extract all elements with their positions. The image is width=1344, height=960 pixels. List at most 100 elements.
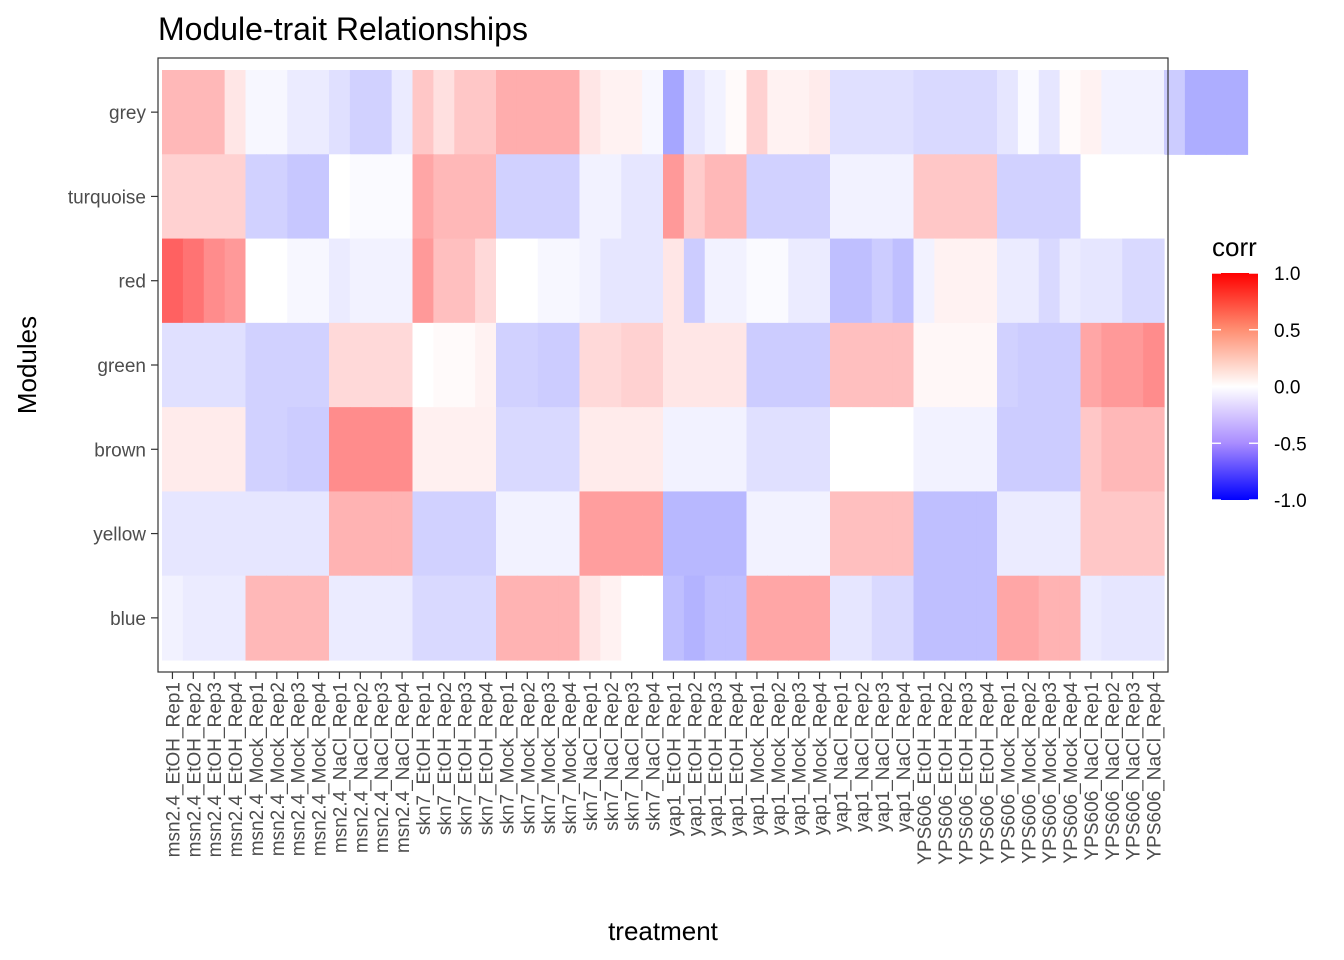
heatmap-cell	[287, 575, 309, 661]
heatmap-cell	[809, 575, 831, 661]
x-tick-label: skn7_Mock_Rep2	[518, 682, 539, 834]
heatmap-cell	[1101, 70, 1123, 155]
x-tick-label: skn7_NaCl_Rep3	[623, 682, 644, 831]
heatmap-cell	[475, 491, 497, 577]
heatmap-cell	[349, 407, 372, 493]
legend-label: 0.5	[1274, 321, 1300, 342]
heatmap-cell	[433, 70, 455, 155]
heatmap-cell	[621, 491, 643, 577]
heatmap-cell	[370, 322, 393, 408]
heatmap-cell	[370, 238, 393, 324]
y-tick-label: red	[119, 272, 146, 293]
heatmap-cell	[997, 322, 1019, 408]
heatmap-cell	[725, 407, 748, 493]
x-tick-label: msn2.4_EtOH_Rep4	[226, 682, 247, 858]
x-tick-label: msn2.4_Mock_Rep3	[289, 682, 310, 856]
heatmap-cell	[892, 70, 915, 155]
heatmap-cell	[182, 491, 205, 577]
x-axis-title: treatment	[608, 916, 719, 946]
heatmap-cell	[746, 322, 768, 408]
heatmap-cell	[496, 238, 518, 324]
heatmap-cell	[809, 322, 831, 408]
heatmap-cell	[349, 154, 372, 240]
y-tick-label: brown	[94, 440, 146, 461]
heatmap-cell	[663, 154, 685, 240]
heatmap-cell	[1059, 407, 1082, 493]
heatmap-cell	[1122, 322, 1144, 408]
heatmap-cell	[642, 407, 664, 493]
x-tick-label: msn2.4_Mock_Rep1	[247, 682, 268, 856]
heatmap-cell	[224, 238, 247, 324]
heatmap-cell	[913, 322, 935, 408]
heatmap-cell	[370, 154, 393, 240]
heatmap-cell	[788, 322, 810, 408]
heatmap-cell	[516, 154, 539, 240]
heatmap-cell	[162, 491, 184, 577]
heatmap-cell	[683, 407, 706, 493]
heatmap-cell	[642, 154, 664, 240]
heatmap-cell	[934, 154, 956, 240]
heatmap-cell	[370, 575, 393, 661]
heatmap-cell	[1101, 322, 1123, 408]
x-tick-label: msn2.4_NaCl_Rep4	[393, 682, 414, 854]
heatmap-cell	[1164, 70, 1186, 155]
x-tick-label: YPS606_Mock_Rep3	[1040, 682, 1061, 864]
heatmap-cell	[454, 407, 476, 493]
heatmap-cell	[245, 238, 267, 324]
heatmap-cell	[475, 322, 497, 408]
heatmap-cell	[788, 575, 810, 661]
heatmap-cell	[308, 154, 330, 240]
heatmap-cell	[579, 407, 601, 493]
heatmap-cell	[809, 154, 831, 240]
heatmap-cell	[287, 491, 309, 577]
x-tick-label: msn2.4_EtOH_Rep3	[205, 682, 226, 857]
heatmap-cell	[475, 154, 497, 240]
heatmap-cell	[1143, 575, 1165, 661]
heatmap-cell	[1143, 238, 1165, 324]
heatmap-cell	[537, 154, 560, 240]
x-tick-label: YPS606_Mock_Rep1	[998, 682, 1019, 864]
x-tick-label: YPS606_NaCl_Rep3	[1124, 682, 1145, 861]
heatmap-cell	[162, 407, 184, 493]
heatmap-cell	[203, 407, 226, 493]
heatmap-cell	[496, 407, 518, 493]
x-tick-label: skn7_EtOH_Rep2	[435, 682, 456, 835]
heatmap-cell	[746, 70, 768, 155]
heatmap-cell	[496, 575, 518, 661]
heatmap-cell	[245, 407, 267, 493]
heatmap-cell	[537, 70, 560, 155]
heatmap-cell	[976, 575, 998, 661]
heatmap-cells	[162, 70, 1249, 661]
heatmap-cell	[496, 70, 518, 155]
heatmap-cell	[537, 407, 560, 493]
x-tick-label: YPS606_Mock_Rep2	[1019, 682, 1040, 864]
heatmap-cell	[850, 491, 873, 577]
heatmap-cell	[955, 154, 977, 240]
heatmap-cell	[892, 154, 915, 240]
heatmap-cell	[976, 491, 998, 577]
heatmap-cell	[433, 238, 455, 324]
heatmap-cell	[871, 322, 894, 408]
heatmap-cell	[454, 322, 476, 408]
heatmap-cell	[663, 575, 685, 661]
x-tick-label: YPS606_EtOH_Rep1	[915, 682, 936, 865]
heatmap-cell	[475, 575, 497, 661]
heatmap-cell	[725, 575, 748, 661]
heatmap-cell	[663, 491, 685, 577]
heatmap-cell	[391, 154, 414, 240]
heatmap-cell	[830, 70, 852, 155]
heatmap-cell	[162, 238, 184, 324]
heatmap-cell	[1038, 70, 1061, 155]
heatmap-cell	[767, 154, 789, 240]
heatmap-cell	[997, 575, 1019, 661]
heatmap-cell	[1122, 70, 1144, 155]
heatmap-cell	[579, 154, 601, 240]
heatmap-cell	[308, 491, 330, 577]
heatmap-cell	[391, 70, 414, 155]
heatmap-cell	[1017, 70, 1040, 155]
heatmap-cell	[266, 154, 288, 240]
heatmap-cell	[1226, 70, 1249, 155]
x-tick-label: skn7_Mock_Rep4	[560, 682, 581, 835]
heatmap-cell	[1038, 407, 1061, 493]
heatmap-cell	[663, 322, 685, 408]
